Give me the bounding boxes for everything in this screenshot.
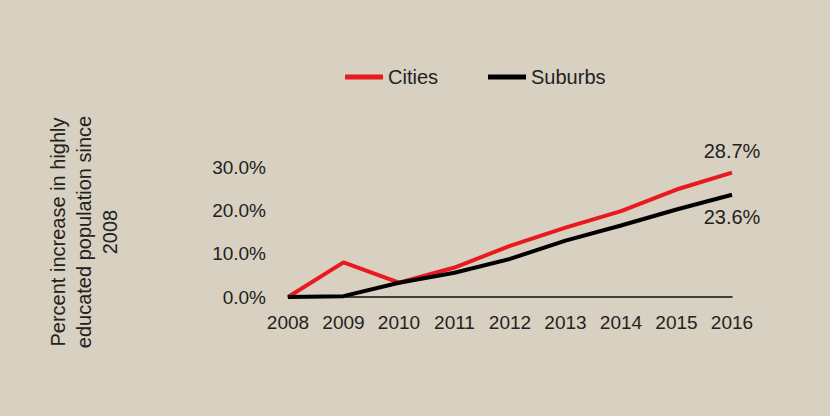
svg-text:2016: 2016	[711, 312, 753, 333]
svg-text:2010: 2010	[378, 312, 420, 333]
svg-text:2015: 2015	[655, 312, 697, 333]
svg-text:30.0%: 30.0%	[212, 157, 266, 178]
svg-text:0.0%: 0.0%	[223, 287, 266, 308]
svg-text:10.0%: 10.0%	[212, 243, 266, 264]
svg-text:Cities: Cities	[388, 66, 438, 88]
svg-text:Suburbs: Suburbs	[531, 66, 606, 88]
svg-text:2009: 2009	[322, 312, 364, 333]
svg-text:2011: 2011	[434, 312, 475, 333]
svg-text:20.0%: 20.0%	[212, 200, 266, 221]
svg-text:28.7%: 28.7%	[704, 140, 761, 162]
svg-text:23.6%: 23.6%	[704, 206, 761, 228]
svg-text:2014: 2014	[600, 312, 643, 333]
svg-text:2012: 2012	[489, 312, 531, 333]
svg-text:2008: 2008	[99, 210, 121, 255]
svg-text:2008: 2008	[267, 312, 309, 333]
svg-text:Percent increase in highly: Percent increase in highly	[47, 117, 69, 346]
svg-text:2013: 2013	[544, 312, 586, 333]
svg-text:educated population since: educated population since	[73, 116, 95, 348]
